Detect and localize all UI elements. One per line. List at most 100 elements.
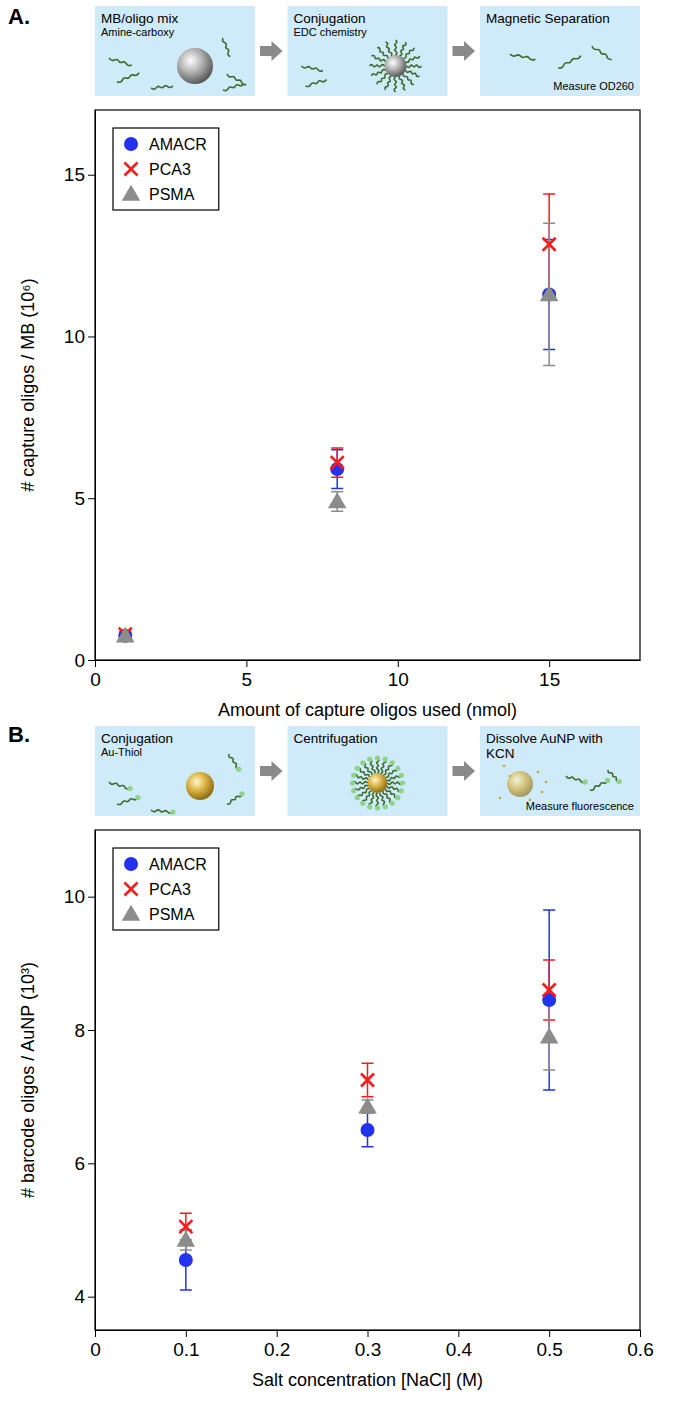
legend-label: PCA3 xyxy=(149,161,191,178)
legend-frame xyxy=(113,128,219,210)
schematic-box xyxy=(288,726,448,816)
y-tick: 4 xyxy=(74,1286,95,1307)
oligo xyxy=(395,40,397,55)
x-tick-label: 0.1 xyxy=(173,1339,199,1360)
y-tick: 8 xyxy=(74,1020,95,1041)
gold-speck xyxy=(537,771,540,774)
text-line: Conjugation xyxy=(101,731,173,746)
oligo xyxy=(399,76,405,90)
marker-circle xyxy=(179,1253,193,1267)
text-line: MB/oligo mix xyxy=(101,11,179,26)
step-title: MB/oligo mix xyxy=(101,11,179,26)
x-axis-title: Amount of capture oligos used (nmol) xyxy=(218,700,517,720)
x-tick-label: 0.4 xyxy=(446,1339,473,1360)
oligo-label-dot xyxy=(355,795,360,800)
oligo xyxy=(566,776,585,783)
oligo xyxy=(406,70,420,76)
gold-speck xyxy=(545,781,548,784)
oligo xyxy=(109,58,132,66)
error-bar xyxy=(362,1113,374,1146)
text-line: Conjugation xyxy=(294,11,366,26)
legend: AMACR PCA3 PSMA xyxy=(113,848,219,930)
legend-label: PCA3 xyxy=(149,881,191,898)
marker-triangle xyxy=(177,1231,196,1247)
y-tick: 0 xyxy=(74,650,95,671)
y-tick-mark xyxy=(88,660,95,661)
y-tick-label: 0 xyxy=(74,650,85,671)
marks xyxy=(177,910,559,1290)
schematic: ConjugationAu-ThiolCentrifugationDissolv… xyxy=(95,726,640,816)
y-tick-mark xyxy=(88,1030,95,1031)
x-tick-label: 15 xyxy=(539,669,560,690)
x-tick-mark xyxy=(95,660,96,667)
y-axis: 051015 xyxy=(64,111,96,671)
oligo-label-dot xyxy=(360,801,365,806)
y-tick-label: 6 xyxy=(74,1153,85,1174)
x-tick: 0.5 xyxy=(536,1330,562,1360)
y-tick-mark xyxy=(88,897,95,898)
panel: A.MB/oligo mixAmine-carboxyConjugationED… xyxy=(8,4,641,720)
figure: A.MB/oligo mixAmine-carboxyConjugationED… xyxy=(0,0,673,1416)
plot-frame xyxy=(95,110,640,660)
schematic: MB/oligo mixAmine-carboxyConjugationEDC … xyxy=(95,6,640,96)
oligo-label-dot xyxy=(390,760,395,765)
x-tick-mark xyxy=(549,1330,550,1337)
x-tick-mark xyxy=(640,1330,641,1337)
step-arrow xyxy=(453,761,476,781)
step-title: Magnetic Separation xyxy=(486,11,610,26)
marker-x xyxy=(361,1074,374,1087)
y-tick: 5 xyxy=(74,488,95,509)
x-tick-label: 0.5 xyxy=(536,1339,562,1360)
step-note: Measure OD260 xyxy=(553,80,634,92)
oligo-label-dot xyxy=(355,766,360,771)
oligo-label-dot xyxy=(236,767,241,772)
legend-marker xyxy=(124,137,138,151)
oligo xyxy=(109,782,130,789)
legend-marker xyxy=(122,905,141,921)
x-axis-title: Salt concentration [NaCl] (M) xyxy=(252,1370,483,1390)
oligo xyxy=(407,65,422,67)
x-axis: 00.10.20.30.40.50.6 xyxy=(90,1330,654,1360)
oligo-label-dot xyxy=(395,766,400,771)
y-axis-line xyxy=(95,831,96,1331)
gold-speck xyxy=(541,791,544,794)
legend: AMACR PCA3 PSMA xyxy=(113,128,219,210)
oligo xyxy=(385,76,391,90)
oligo-label-dot xyxy=(383,804,388,809)
marker-x xyxy=(331,456,344,469)
oligo-label-dot xyxy=(367,757,372,762)
marker-triangle xyxy=(328,492,347,508)
y-tick-mark xyxy=(88,1297,95,1298)
plot-frame xyxy=(95,830,640,1330)
legend-label: PSMA xyxy=(149,906,195,923)
magnetic-bead xyxy=(177,48,213,84)
legend-label: AMACR xyxy=(149,856,207,873)
marker-circle xyxy=(361,1123,375,1137)
x-axis: 051015 xyxy=(90,660,640,690)
gold-speck xyxy=(509,775,512,778)
oligo-label-dot xyxy=(400,780,405,785)
schematic-box xyxy=(480,726,640,816)
oligo-label-dot xyxy=(351,773,356,778)
x-tick-mark xyxy=(368,1330,369,1337)
y-axis-title: # barcode oligos / AuNP (10³) xyxy=(18,962,38,1198)
legend-label: AMACR xyxy=(149,136,207,153)
text-line: KCN xyxy=(486,746,515,761)
gold-nanoparticle xyxy=(186,772,214,800)
oligo xyxy=(371,55,385,61)
oligo xyxy=(403,48,414,59)
oligo xyxy=(510,54,535,60)
x-tick-mark xyxy=(277,1330,278,1337)
oligo-label-dot xyxy=(170,810,175,815)
marker-triangle xyxy=(358,1097,377,1113)
x-tick: 5 xyxy=(242,660,253,690)
legend-label: PSMA xyxy=(149,186,195,203)
oligo xyxy=(386,42,392,56)
x-tick-label: 0 xyxy=(90,1339,101,1360)
oligo-label-dot xyxy=(135,795,140,800)
text-line: Dissolve AuNP with xyxy=(486,731,603,746)
x-tick-mark xyxy=(398,660,399,667)
panel-letter: B. xyxy=(8,722,30,747)
x-tick: 15 xyxy=(539,660,560,690)
x-tick: 0.4 xyxy=(446,1330,473,1360)
